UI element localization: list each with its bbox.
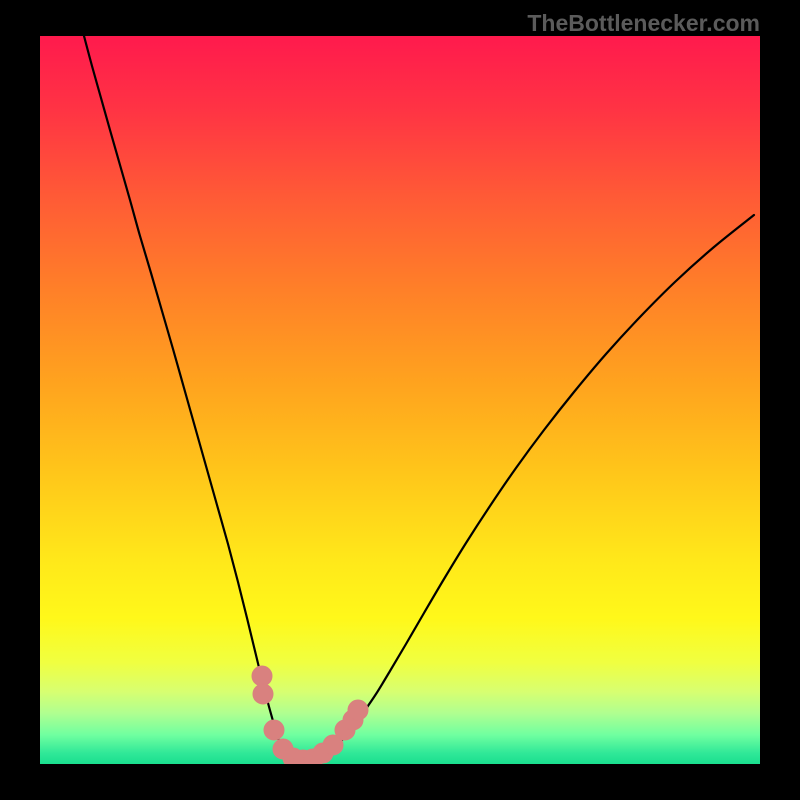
watermark-text: TheBottlenecker.com bbox=[527, 10, 760, 37]
plot-svg bbox=[40, 36, 760, 764]
curve-marker bbox=[264, 720, 284, 740]
curve-marker bbox=[348, 700, 368, 720]
plot-area bbox=[40, 36, 760, 764]
curve-marker bbox=[252, 666, 272, 686]
curve-marker bbox=[253, 684, 273, 704]
figure-container: TheBottlenecker.com bbox=[0, 0, 800, 800]
